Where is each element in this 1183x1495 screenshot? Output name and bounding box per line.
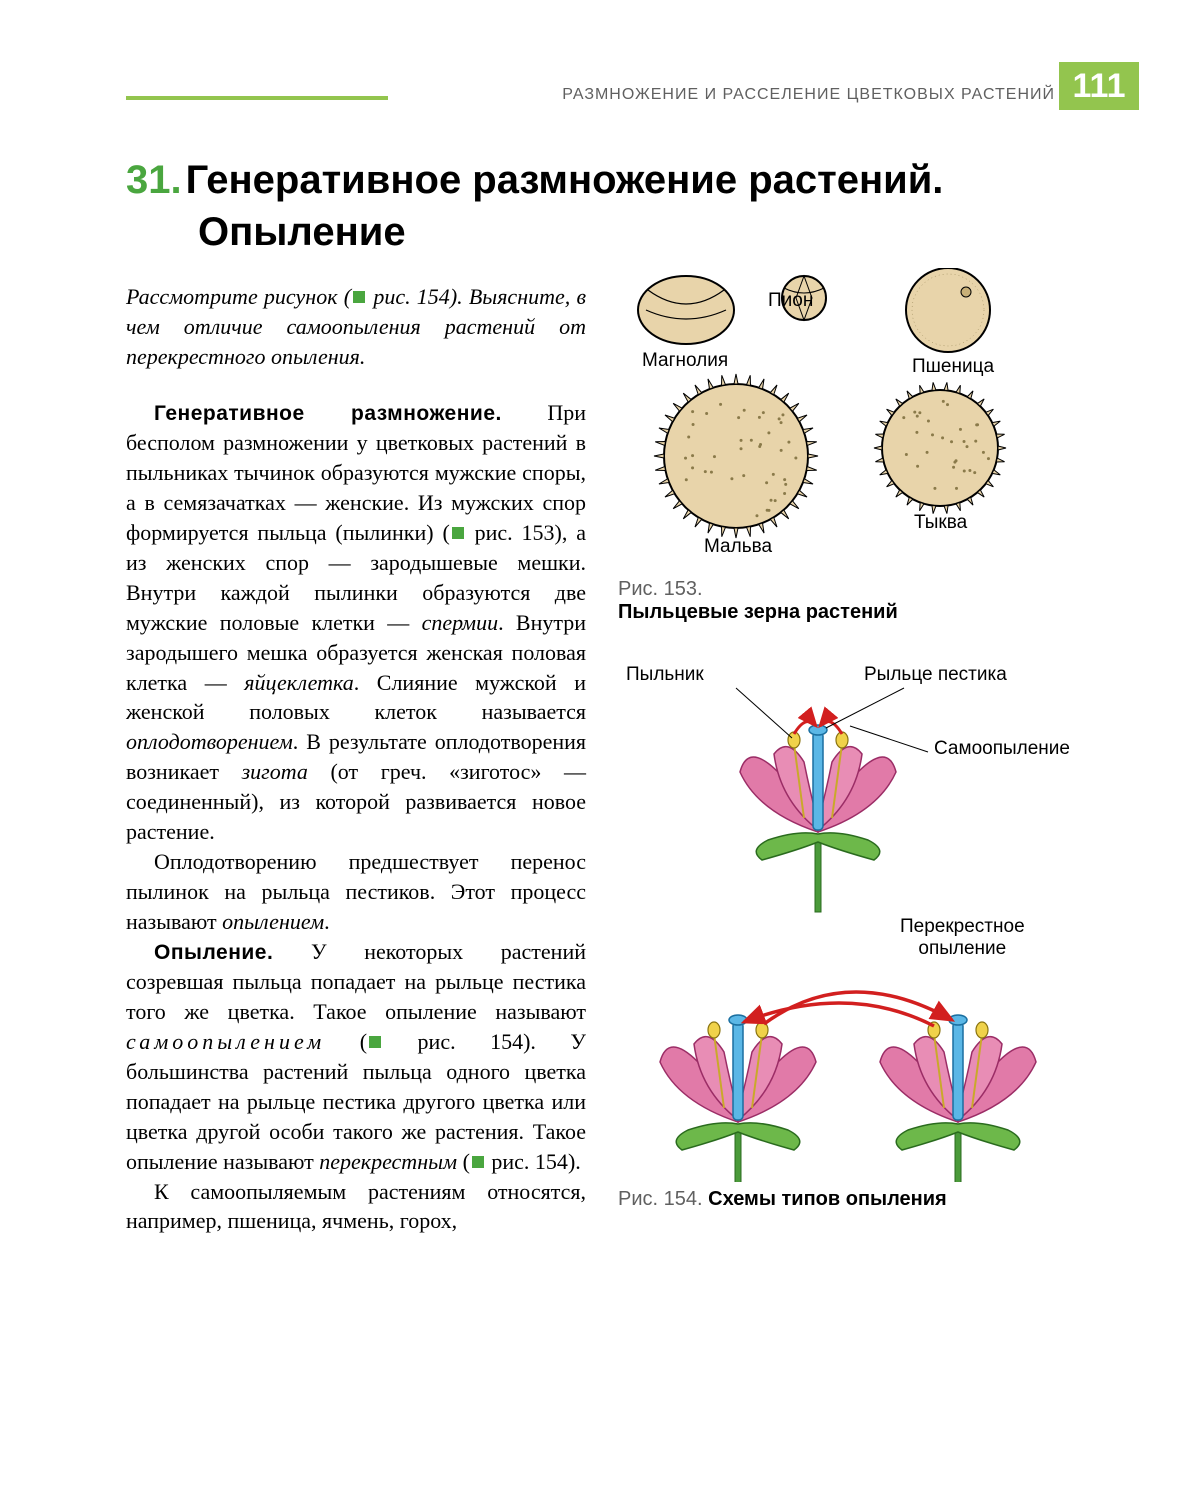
section-runin-1: Генеративное размножение. (154, 402, 502, 425)
paragraph-2: Оплодотворению предшествует перенос пыли… (126, 847, 586, 937)
fig153-title: Пыльцевые зерна растений (618, 601, 898, 623)
ref-marker-icon (452, 527, 464, 539)
ref-marker-icon (472, 1156, 484, 1168)
flower-self (740, 722, 896, 913)
running-head: РАЗМНОЖЕНИЕ И РАССЕЛЕНИЕ ЦВЕТКОВЫХ РАСТЕ… (562, 86, 1055, 104)
chapter-title: Генеративное размножение растений. Опыле… (126, 158, 1026, 258)
chapter-title-line2: Опыление (198, 206, 1026, 258)
paragraph-4: К самоопыляемым растениям относятся, нап… (126, 1177, 586, 1237)
p3b: ( (325, 1029, 367, 1054)
label-magnolia: Магнолия (642, 350, 728, 372)
intro-ref: рис. 154 (373, 284, 450, 309)
term-samoopylenie: самоопылением (126, 1029, 325, 1054)
p3-ref1: рис. 154 (418, 1029, 524, 1054)
flower-cross-right (880, 1015, 1036, 1182)
term-spermii: спермии (422, 610, 498, 635)
chapter-title-line1: Генеративное размножение растений. (186, 158, 944, 202)
figure-153-caption: Рис. 153. Пыльцевые зерна растений (618, 578, 1076, 624)
main-text-column: Рассмотрите рисунок ( рис. 154). Выяснит… (126, 282, 586, 1236)
paragraph-3: Опыление. У некоторых растений созревшая… (126, 937, 586, 1177)
cross-line2: опыление (918, 938, 1006, 959)
term-oplodotvorenie: оплодотворением (126, 729, 293, 754)
label-cross-pollination: Перекрестное опыление (900, 916, 1025, 960)
pollen-wheat (906, 268, 990, 352)
label-wheat: Пшеница (912, 356, 994, 378)
figure-153: Пион Магнолия Пшеница Мальва Тыква (618, 268, 1076, 568)
ref-marker-icon (369, 1036, 381, 1048)
p3-ref2: рис. 154 (491, 1149, 568, 1174)
header-rule (126, 96, 388, 100)
page-number: 111 (1059, 62, 1139, 110)
p4: К самоопыляемым растениям относятся, нап… (126, 1179, 586, 1234)
section-runin-2: Опыление. (154, 941, 273, 964)
fig153-num: Рис. 153. (618, 578, 703, 600)
ref-marker-icon (353, 291, 365, 303)
term-perekrestnoe: перекрестным (319, 1149, 457, 1174)
pollen-pumpkin (882, 390, 998, 506)
term-yaitsekletka: яйцеклетка (244, 670, 354, 695)
term-opylenie: опылением (222, 909, 324, 934)
p2b: . (324, 909, 330, 934)
right-column: Пион Магнолия Пшеница Мальва Тыква Рис. … (618, 268, 1076, 1211)
label-anther: Пыльник (626, 664, 704, 686)
p3d: ( (457, 1149, 470, 1174)
intro-text-1: Рассмотрите рисунок ( (126, 284, 351, 309)
term-zigota: зигота (242, 759, 308, 784)
label-pion: Пион (768, 290, 813, 312)
pollen-mallow (664, 384, 808, 528)
paragraph-1: Генеративное размножение. При бесполом р… (126, 398, 586, 847)
chapter-heading: 31. Генеративное размножение растений. О… (126, 154, 1026, 258)
flower-cross-left (660, 1015, 816, 1182)
p2a: Оплодотворению предшествует перенос пыли… (126, 849, 586, 934)
chapter-number: 31. (126, 158, 182, 202)
p1-ref: рис. 153 (475, 520, 555, 545)
pollen-magnolia (638, 276, 734, 344)
label-mallow: Мальва (704, 536, 772, 558)
label-self-pollination: Самоопыление (934, 738, 1070, 760)
pollen-svg (618, 268, 1076, 568)
label-pumpkin: Тыква (914, 512, 967, 534)
figure-154: Пыльник Рыльце пестика Самоопыление Пере… (618, 652, 1076, 1182)
p3e: ). (568, 1149, 581, 1174)
intro-paragraph: Рассмотрите рисунок ( рис. 154). Выяснит… (126, 282, 586, 372)
cross-line1: Перекрестное (900, 916, 1025, 937)
fig154-title: Схемы типов опыления (708, 1188, 947, 1210)
fig154-num: Рис. 154. (618, 1188, 703, 1210)
label-stigma: Рыльце пестика (864, 664, 1007, 686)
figure-154-caption: Рис. 154. Схемы типов опыления (618, 1188, 1076, 1211)
